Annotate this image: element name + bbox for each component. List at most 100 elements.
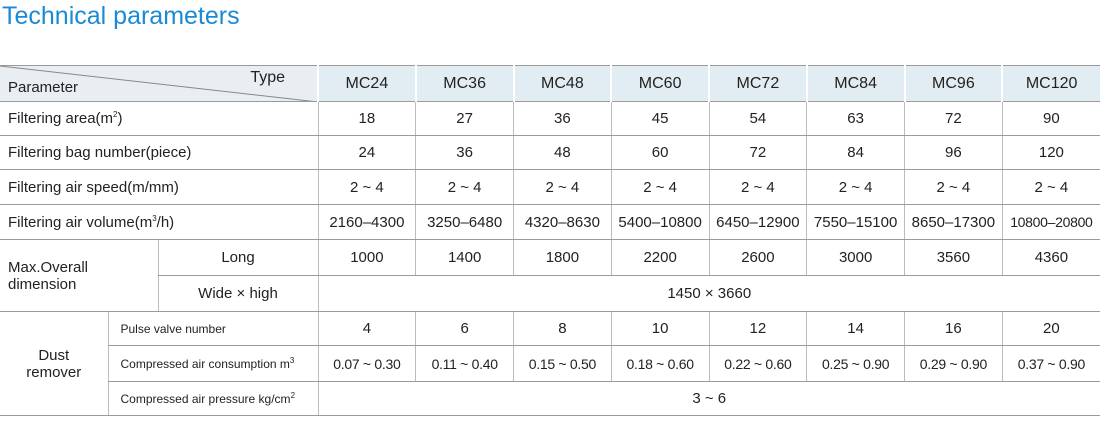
value-cell: 0.25 ~ 0.90 — [806, 345, 905, 382]
table-row: Filtering bag number(piece) 24 36 48 60 72 84 9… — [0, 135, 1100, 170]
table-body: Parameter Type MC24 MC36 MC48 MC60 MC72 MC84 MC9… — [0, 65, 1100, 416]
table-row: Wide × high 1450 × 3660 — [0, 275, 1100, 312]
group-label: Dust remover — [0, 311, 108, 416]
label-text: Compressed air pressure kg/cm — [120, 392, 291, 406]
value-cell: 45 — [610, 101, 709, 136]
row-header: Parameter — [8, 79, 79, 96]
label-text: ) — [117, 110, 123, 127]
value-cell: 0.29 ~ 0.90 — [904, 345, 1003, 382]
value-cell: 36 — [415, 135, 514, 170]
value-cell: 12 — [708, 311, 807, 346]
value-cell: 2160–4300 — [317, 204, 416, 240]
table-row: Dust remover Pulse valve number 4 6 8 10 12 14 1… — [0, 311, 1100, 416]
value-cell: 90 — [1001, 101, 1100, 136]
value-cell: 8650–17300 — [904, 204, 1003, 240]
value-cell: 24 — [317, 135, 416, 170]
model-header: MC48 — [512, 65, 612, 102]
row-label: Filtering air volume(m3/h) — [0, 204, 318, 240]
model-header: MC36 — [414, 65, 514, 102]
group-label: Max.Overall dimension — [0, 239, 158, 312]
value-cell: 1400 — [415, 239, 514, 276]
model-header: MC60 — [610, 65, 709, 102]
value-cell: 4360 — [1001, 239, 1100, 276]
value-cell: 4 — [317, 311, 416, 346]
sub-label: Compressed air consumption m3 — [107, 345, 318, 382]
value-cell: 0.18 ~ 0.60 — [610, 345, 709, 382]
value-cell: 14 — [806, 311, 905, 346]
column-header: Type — [250, 69, 285, 86]
value-cell: 2 ~ 4 — [610, 169, 709, 205]
value-cell: 72 — [708, 135, 807, 170]
row-label: Filtering air speed(m/mm) — [0, 169, 318, 205]
label-text: Pulse valve number — [120, 321, 226, 336]
merged-value: 3 ~ 6 — [317, 381, 1100, 416]
value-cell: 7550–15100 — [806, 204, 905, 240]
value-cell: 2 ~ 4 — [415, 169, 514, 205]
diagonal — [0, 66, 310, 101]
table-row: Compressed air consumption m3 0.07 ~ 0.30… — [0, 345, 1100, 382]
value-cell: 84 — [806, 135, 905, 170]
value-cell: 63 — [806, 101, 905, 136]
sub-label: Wide × high — [157, 275, 318, 312]
value-cell: 0.37 ~ 0.90 — [1001, 345, 1100, 382]
value-cell: 0.15 ~ 0.50 — [513, 345, 612, 382]
value-cell: 2200 — [610, 239, 709, 276]
value-cell: 16 — [904, 311, 1003, 346]
value-cell: 2 ~ 4 — [904, 169, 1003, 205]
label-text: Filtering area(m — [8, 110, 114, 127]
row-label: Filtering area(m2) — [0, 101, 318, 136]
label-superscript: 3 — [152, 213, 157, 223]
value-cell: 3250–6480 — [415, 204, 514, 240]
value-cell: 4320–8630 — [513, 204, 612, 240]
value-cell: 3560 — [904, 239, 1003, 276]
value-cell: 2600 — [708, 239, 807, 276]
model-header: MC72 — [708, 65, 807, 102]
value-cell: 2 ~ 4 — [708, 169, 807, 205]
value-cell: 5400–10800 — [610, 204, 709, 240]
label-text: Filtering air volume(m — [8, 213, 153, 231]
sub-label: Long — [157, 239, 318, 276]
label-text: Filtering bag number(piece) — [8, 144, 192, 161]
table-row: Max.Overall dimension Long 1000 1400 1800 220… — [0, 239, 1100, 312]
value-cell: 2 ~ 4 — [317, 169, 416, 205]
value-cell: 0.11 ~ 0.40 — [415, 345, 514, 382]
value-cell: 36 — [513, 101, 612, 136]
label-text: Compressed air consumption m — [120, 357, 290, 371]
value-cell: 48 — [513, 135, 612, 170]
label-superscript: 3 — [289, 356, 295, 365]
value-cell: 6450–12900 — [708, 204, 807, 240]
label-superscript: 2 — [290, 391, 296, 400]
label-text: /h) — [156, 213, 175, 231]
model-header: MC84 — [805, 65, 905, 102]
value-cell: 20 — [1001, 311, 1100, 346]
value-cell: 1800 — [513, 239, 612, 276]
value-cell: 1000 — [317, 239, 416, 276]
value-cell: 60 — [610, 135, 709, 170]
value-cell: 6 — [415, 311, 514, 346]
value-cell: 0.22 ~ 0.60 — [708, 345, 807, 382]
table-row: Parameter Type MC24 MC36 MC48 MC60 MC72 MC84 MC9… — [0, 65, 1100, 102]
merged-value: 1450 × 3660 — [317, 275, 1100, 312]
model-header: MC96 — [903, 65, 1003, 102]
parameter-table: Parameter Type MC24 MC36 MC48 MC60 MC72 MC84 MC9… — [0, 65, 1100, 416]
page-title: Technical parameters — [2, 2, 240, 30]
value-cell: 2 ~ 4 — [513, 169, 612, 205]
label-text: Filtering air speed(m/mm) — [8, 178, 179, 196]
sub-label: Pulse valve number — [107, 311, 318, 346]
model-header: MC120 — [1001, 65, 1100, 102]
table-row: Filtering area(m2) 18 27 36 45 54 63 72 90 — [0, 101, 1100, 136]
value-cell: 54 — [708, 101, 807, 136]
corner-cell: Parameter Type — [0, 65, 318, 102]
value-cell: 2 ~ 4 — [806, 169, 905, 205]
value-cell: 72 — [904, 101, 1003, 136]
label-superscript: 2 — [113, 110, 118, 119]
value-cell: 8 — [513, 311, 612, 346]
value-cell: 2 ~ 4 — [1001, 169, 1100, 205]
value-cell: 0.07 ~ 0.30 — [317, 345, 416, 382]
value-cell: 10800–20800 — [1001, 204, 1100, 240]
value-cell: 120 — [1001, 135, 1100, 170]
value-cell: 96 — [904, 135, 1003, 170]
model-header: MC24 — [317, 65, 416, 102]
value-cell: 10 — [610, 311, 709, 346]
